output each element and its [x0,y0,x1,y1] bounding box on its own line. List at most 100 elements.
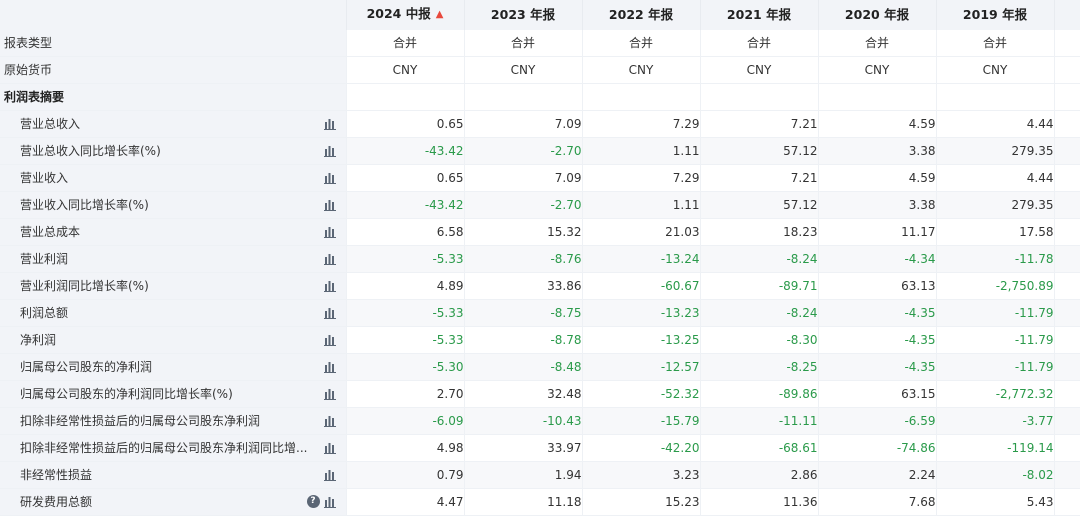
value-cell: 7.21 [699,164,818,192]
row-label-cell: 营业收入同比增长率(%) [0,191,346,219]
meta-value-cell: CNY [817,56,936,84]
row-label-cell: 归属母公司股东的净利润 [0,353,346,381]
row-label-cell: 营业总收入同比增长率(%) [0,137,346,165]
value-cell: 2.24 [817,461,936,489]
row-label-cell: 营业总成本 [0,218,346,246]
table-row: 净利润 -5.33 -8.78 -13.25 -8.30 -4.35 -11.79 [0,326,1080,354]
period-label: 2019 年报 [962,7,1028,22]
bar-chart-icon[interactable] [323,334,336,346]
header-filler [1053,0,1080,30]
value-cell: -11.78 [935,245,1054,273]
value-cell: 7.21 [699,110,818,138]
row-label: 营业利润同比增长率(%) [20,279,149,293]
bar-chart-icon[interactable] [323,199,336,211]
bell-icon[interactable]: ▲ [435,9,444,20]
value-cell: 11.36 [699,488,818,516]
table-row: 营业收入 0.65 7.09 7.29 7.21 4.59 4.44 [0,164,1080,192]
value-cell: 279.35 [935,137,1054,165]
row-label-cell: 报表类型 [0,30,346,57]
value-cell: 1.94 [463,461,582,489]
value-cell: 32.48 [463,380,582,408]
period-label: 2022 年报 [608,7,674,22]
table-row: 营业总收入同比增长率(%) -43.42 -2.70 1.11 57.12 3.38 279… [0,137,1080,165]
meta-row: 原始货币 CNY CNY CNY CNY CNY CNY [0,56,1080,84]
period-header[interactable]: 2022 年报 [581,0,700,30]
bar-chart-icon[interactable] [323,226,336,238]
row-filler [1053,272,1080,300]
value-cell: 4.59 [817,110,936,138]
meta-value-cell: 合并 [345,30,464,57]
bar-chart-icon[interactable] [323,172,336,184]
value-cell: 57.12 [699,137,818,165]
period-label: 2020 年报 [844,7,910,22]
period-header[interactable]: 2023 年报 [463,0,582,30]
value-cell: 7.29 [581,110,700,138]
value-cell: -42.20 [581,434,700,462]
value-cell: 4.44 [935,110,1054,138]
table-row: 营业收入同比增长率(%) -43.42 -2.70 1.11 57.12 3.38 279.… [0,191,1080,219]
value-cell: 3.23 [581,461,700,489]
section-empty-cell [581,83,700,111]
row-label-cell: 净利润 [0,326,346,354]
header-row: 2024 中报 ▲ 2023 年报 2022 年报 2021 年报 2020 年报 2019… [0,0,1080,30]
bar-chart-icon[interactable] [323,361,336,373]
row-label-cell: 营业总收入 [0,110,346,138]
section-empty-cell [699,83,818,111]
row-label: 研发费用总额 [20,495,93,509]
row-label: 利润表摘要 [4,90,65,104]
bar-chart-icon[interactable] [323,469,336,481]
value-cell: 4.47 [345,488,464,516]
value-cell: 0.79 [345,461,464,489]
bar-chart-icon[interactable] [323,145,336,157]
meta-value-cell: CNY [345,56,464,84]
value-cell: -6.59 [817,407,936,435]
row-filler [1053,407,1080,435]
value-cell: -4.34 [817,245,936,273]
value-cell: -89.71 [699,272,818,300]
value-cell: 15.32 [463,218,582,246]
row-label: 归属母公司股东的净利润 [20,360,153,374]
period-header[interactable]: 2019 年报 [935,0,1054,30]
table-row: 非经常性损益 0.79 1.94 3.23 2.86 2.24 -8.02 [0,461,1080,489]
value-cell: -5.33 [345,245,464,273]
value-cell: -2.70 [463,191,582,219]
header-label-cell [0,0,346,30]
value-cell: 57.12 [699,191,818,219]
value-cell: -11.79 [935,299,1054,327]
value-cell: -43.42 [345,191,464,219]
meta-value-cell: 合并 [699,30,818,57]
bar-chart-icon[interactable] [323,415,336,427]
row-filler [1053,83,1080,111]
value-cell: -11.79 [935,326,1054,354]
value-cell: -8.30 [699,326,818,354]
period-header[interactable]: 2020 年报 [817,0,936,30]
value-cell: -60.67 [581,272,700,300]
bar-chart-icon[interactable] [323,496,336,508]
value-cell: -8.02 [935,461,1054,489]
value-cell: 0.65 [345,164,464,192]
bar-chart-icon[interactable] [323,307,336,319]
value-cell: -11.79 [935,353,1054,381]
section-empty-cell [345,83,464,111]
meta-value-cell: 合并 [817,30,936,57]
value-cell: -3.77 [935,407,1054,435]
bar-chart-icon[interactable] [323,118,336,130]
bar-chart-icon[interactable] [323,442,336,454]
value-cell: 33.97 [463,434,582,462]
value-cell: 279.35 [935,191,1054,219]
value-cell: 4.44 [935,164,1054,192]
period-header[interactable]: 2021 年报 [699,0,818,30]
bar-chart-icon[interactable] [323,253,336,265]
row-label: 非经常性损益 [20,468,93,482]
row-filler [1053,245,1080,273]
row-filler [1053,326,1080,354]
period-header[interactable]: 2024 中报 ▲ [345,0,464,30]
value-cell: -10.43 [463,407,582,435]
value-cell: 6.58 [345,218,464,246]
row-label: 扣除非经常性损益后的归属母公司股东净利润同比增... [20,441,308,455]
bar-chart-icon[interactable] [323,388,336,400]
value-cell: 7.09 [463,110,582,138]
value-cell: -15.79 [581,407,700,435]
meta-value-cell: 合并 [935,30,1054,57]
bar-chart-icon[interactable] [323,280,336,292]
